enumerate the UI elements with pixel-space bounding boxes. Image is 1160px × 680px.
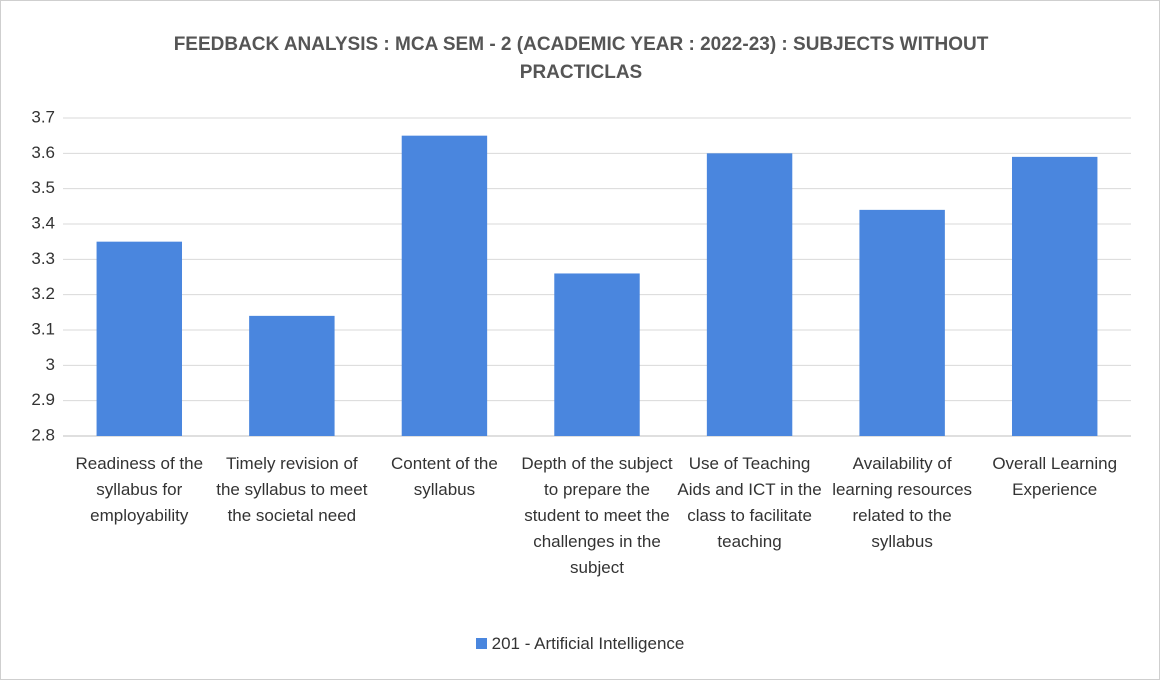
- y-tick-label: 2.8: [31, 425, 55, 444]
- legend: 201 - Artificial Intelligence: [1, 634, 1159, 654]
- y-tick-label: 2.9: [31, 390, 55, 409]
- x-tick-label: Use of Teaching Aids and ICT in the clas…: [677, 454, 822, 551]
- x-tick-label: Timely revision of the syllabus to meet …: [216, 454, 368, 525]
- legend-swatch: [475, 638, 487, 649]
- bar: [401, 135, 488, 436]
- bar: [249, 315, 335, 436]
- bar: [96, 241, 183, 436]
- y-tick-label: 3.4: [31, 213, 55, 232]
- y-tick-label: 3.2: [31, 284, 55, 303]
- y-tick-label: 3: [46, 355, 55, 374]
- y-tick-label: 3.5: [31, 178, 55, 197]
- chart-title: FEEDBACK ANALYSIS : MCA SEM - 2 (ACADEMI…: [173, 34, 989, 83]
- y-tick-label: 3.6: [31, 143, 55, 162]
- y-tick-label: 3.1: [31, 319, 55, 338]
- bar: [706, 153, 793, 437]
- x-tick-label: Depth of the subject to prepare the stud…: [521, 454, 673, 577]
- y-tick-label: 3.7: [31, 107, 55, 126]
- x-tick-label: Content of the syllabus: [391, 454, 498, 499]
- bar: [859, 209, 945, 436]
- x-tick-label: Readiness of the syllabus for employabil…: [75, 454, 204, 525]
- legend-label: 201 - Artificial Intelligence: [491, 634, 685, 653]
- x-tick-label: Availability of learning resources relat…: [832, 454, 973, 551]
- x-tick-label: Overall Learning Experience: [992, 454, 1118, 499]
- y-tick-label: 3.3: [31, 249, 55, 268]
- bar: [554, 273, 640, 436]
- bar: [1011, 156, 1098, 436]
